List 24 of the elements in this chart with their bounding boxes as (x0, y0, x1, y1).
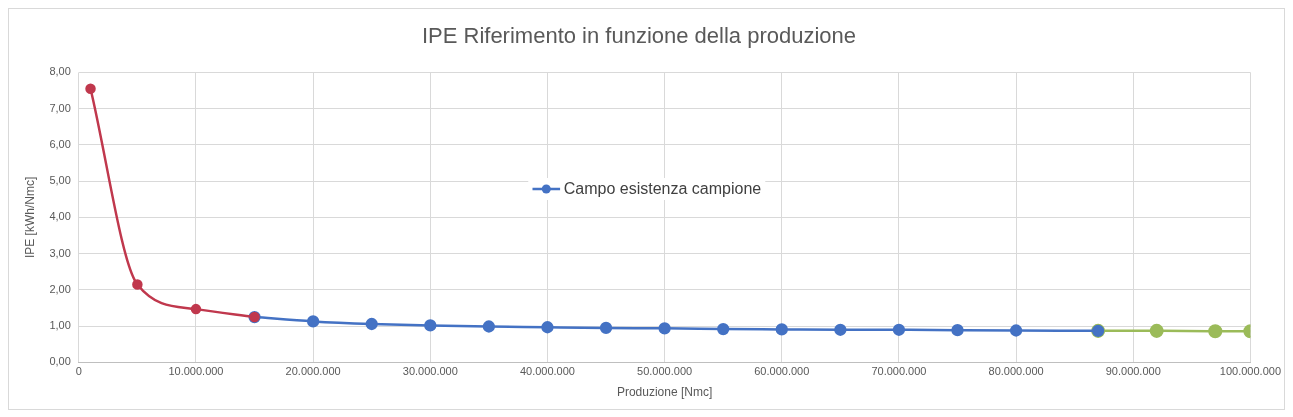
y-tick-label: 0,00 (49, 355, 71, 368)
x-tick-label: 10.000.000 (168, 365, 224, 378)
x-tick-label: 40.000.000 (519, 365, 575, 378)
chart-title: IPE Riferimento in funzione della produzione (421, 23, 857, 49)
x-tick-label: 0 (75, 365, 82, 378)
x-tick-label: 100.000.000 (1219, 365, 1281, 378)
x-tick-label: 90.000.000 (1105, 365, 1161, 378)
y-tick-label: 3,00 (49, 246, 71, 259)
y-tick-label: 1,00 (49, 319, 71, 332)
y-tick-label: 2,00 (49, 282, 71, 295)
x-tick-label: 70.000.000 (871, 365, 927, 378)
x-axis-title: Produzione [Nmc] (616, 385, 713, 400)
x-tick-label: 60.000.000 (754, 365, 810, 378)
y-tick-label: 7,00 (49, 101, 71, 114)
x-tick-label: 20.000.000 (285, 365, 341, 378)
x-tick-label: 80.000.000 (988, 365, 1044, 378)
y-tick-label: 8,00 (49, 65, 71, 78)
x-tick-label: 50.000.000 (637, 365, 693, 378)
y-axis-title: IPE [kWh/Nmc] (22, 176, 37, 259)
y-tick-label: 6,00 (49, 137, 71, 150)
legend-label: Campo esistenza campione (563, 180, 762, 198)
y-tick-label: 4,00 (49, 210, 71, 223)
x-tick-label: 30.000.000 (402, 365, 458, 378)
y-tick-label: 5,00 (49, 174, 71, 187)
